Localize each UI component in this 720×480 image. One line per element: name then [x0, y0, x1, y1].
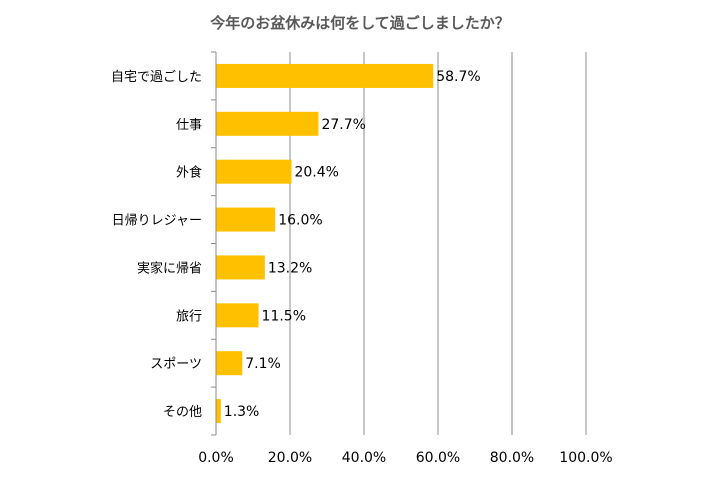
bar-1: [216, 63, 434, 88]
data-label-6: 11.5%: [262, 308, 306, 324]
category-label-8: その他: [163, 405, 202, 420]
chart-title: 今年のお盆休みは何をして過ごしましたか？: [210, 14, 510, 32]
x-tick-label-2: 40.0%: [342, 450, 386, 466]
data-label-8: 1.3%: [224, 404, 260, 420]
bar-8: [216, 399, 221, 424]
category-label-1: 自宅で過ごした: [111, 69, 202, 85]
x-tick-label-5: 100.0%: [559, 450, 612, 466]
bar-7: [216, 351, 243, 376]
category-label-5: 実家に帰省: [137, 260, 202, 276]
category-label-4: 日帰りレジャー: [112, 213, 202, 229]
category-label-7: スポーツ: [150, 357, 202, 372]
data-label-7: 7.1%: [245, 356, 281, 372]
category-label-2: 仕事: [176, 118, 202, 133]
x-tick-label-4: 80.0%: [490, 450, 534, 466]
category-label-3: 外食: [176, 165, 202, 181]
bar-3: [216, 159, 292, 184]
bar-2: [216, 111, 319, 136]
data-label-4: 16.0%: [278, 213, 322, 229]
category-label-6: 旅行: [176, 309, 202, 324]
bar-4: [216, 207, 276, 232]
data-label-3: 20.4%: [294, 165, 338, 181]
data-label-5: 13.2%: [268, 260, 312, 276]
bar-5: [216, 255, 265, 280]
x-tick-label-1: 20.0%: [268, 450, 312, 466]
x-tick-label-3: 60.0%: [416, 450, 460, 466]
data-label-2: 27.7%: [321, 117, 365, 133]
bar-6: [216, 303, 259, 328]
data-label-1: 58.7%: [436, 69, 480, 85]
x-tick-label-0: 0.0%: [198, 450, 234, 466]
